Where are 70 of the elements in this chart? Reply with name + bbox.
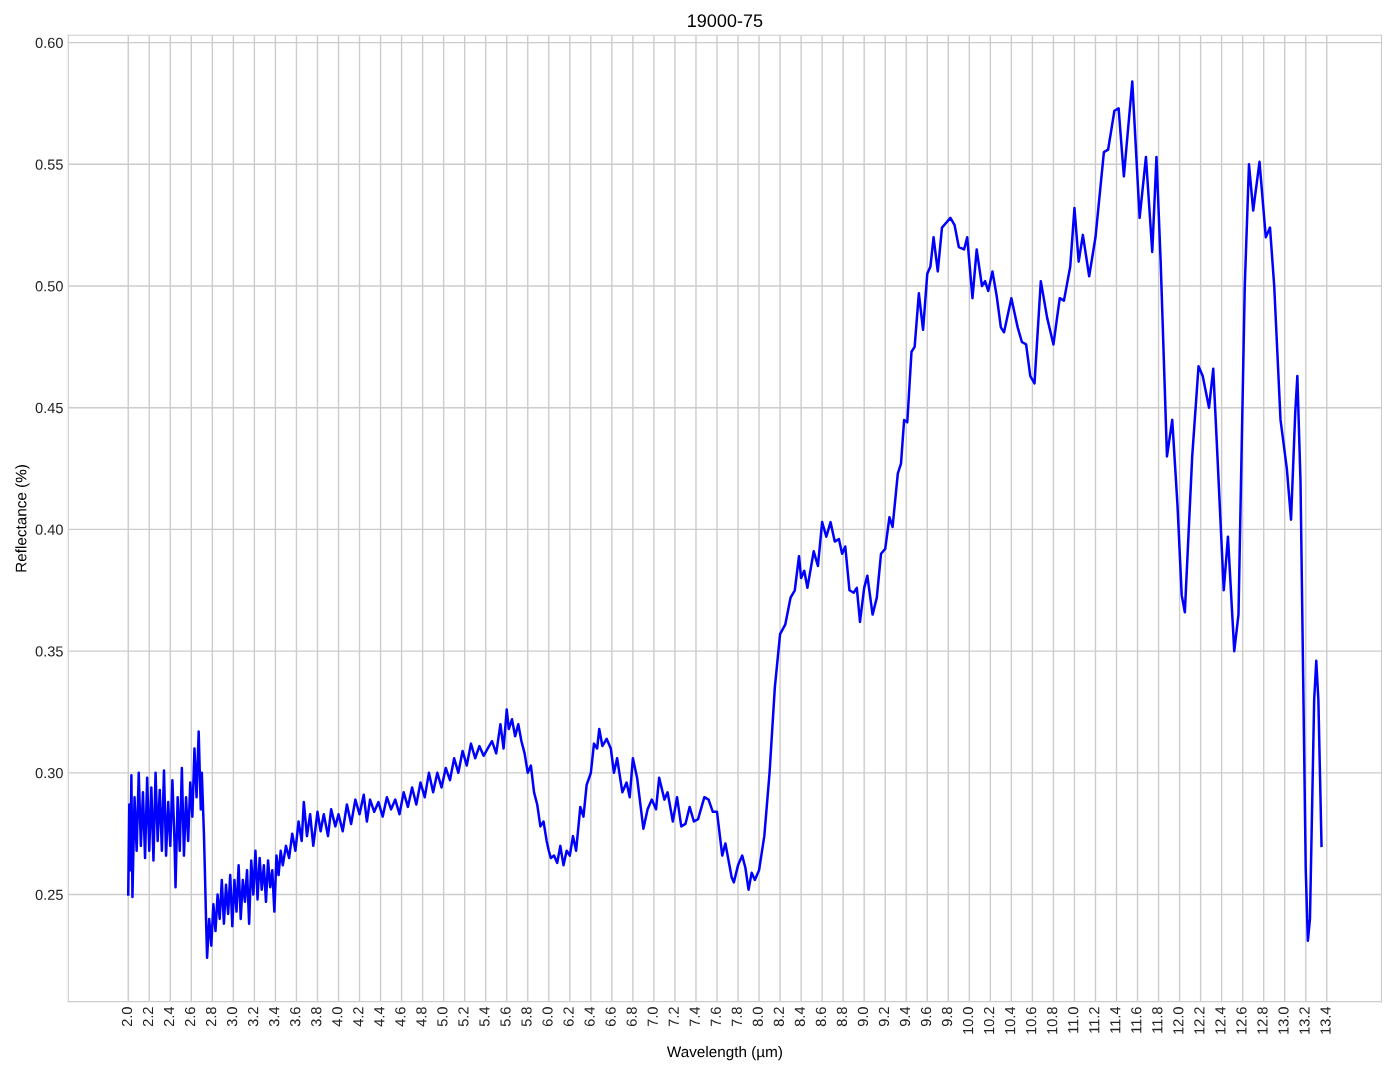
x-tick-label: 3.6 xyxy=(290,1007,301,1027)
x-tick-label: 12.8 xyxy=(1257,1007,1268,1034)
x-tick-label: 9.4 xyxy=(899,1006,911,1027)
y-tick-label: 0.45 xyxy=(35,402,63,414)
chart-title: 19000-75 xyxy=(688,14,763,28)
x-tick-label: 8.0 xyxy=(752,1007,763,1027)
x-tick-label: 10.2 xyxy=(983,1007,995,1034)
x-tick-label: 10.4 xyxy=(1004,1006,1016,1034)
x-tick-label: 4.0 xyxy=(332,1007,343,1027)
y-tick-label: 0.50 xyxy=(35,281,63,292)
x-tick-label: 5.2 xyxy=(458,1007,469,1027)
x-tick-label: 10.0 xyxy=(962,1007,974,1034)
line-series xyxy=(126,80,1323,960)
x-tick-label: 11.6 xyxy=(1131,1007,1142,1033)
x-tick-label: 4.2 xyxy=(353,1007,364,1027)
x-tick-label: 9.0 xyxy=(857,1007,869,1027)
x-tick-label: 6.8 xyxy=(626,1007,637,1027)
x-tick-label: 9.2 xyxy=(878,1007,890,1027)
x-tick-label: 5.6 xyxy=(500,1007,511,1027)
x-tick-label: 6.6 xyxy=(605,1007,616,1027)
x-tick-label: 11.8 xyxy=(1152,1007,1163,1033)
y-tick-label: 0.40 xyxy=(35,524,63,535)
x-tick-label: 8.2 xyxy=(773,1007,784,1027)
x-tick-label: 5.0 xyxy=(437,1007,448,1027)
y-tick-label: 0.30 xyxy=(35,767,63,779)
x-tick-label: 3.8 xyxy=(311,1007,322,1027)
x-tick-label: 7.4 xyxy=(689,1006,700,1027)
x-tick-label: 2.8 xyxy=(205,1007,217,1027)
x-tick-label: 13.4 xyxy=(1320,1006,1331,1034)
x-tick-label: 2.4 xyxy=(163,1006,175,1027)
x-tick-label: 5.4 xyxy=(479,1006,490,1027)
x-tick-label: 12.2 xyxy=(1194,1007,1205,1034)
x-tick-label: 3.2 xyxy=(247,1007,259,1027)
x-tick-label: 3.4 xyxy=(269,1006,280,1027)
y-axis-title: Reflectance (%) xyxy=(15,465,30,572)
x-axis-title: Wavelength (µm) xyxy=(666,1046,782,1061)
x-tick-label: 10.8 xyxy=(1047,1007,1058,1034)
x-tick-label: 13.0 xyxy=(1278,1007,1289,1034)
x-tick-label: 2.0 xyxy=(121,1007,133,1027)
x-tick-label: 8.8 xyxy=(836,1007,848,1027)
x-tick-label: 11.4 xyxy=(1110,1006,1121,1033)
x-tick-label: 6.2 xyxy=(563,1007,574,1027)
x-tick-label: 12.0 xyxy=(1173,1007,1184,1034)
x-tick-label: 7.6 xyxy=(710,1007,721,1027)
x-tick-label: 10.6 xyxy=(1025,1007,1037,1034)
x-tick-label: 8.6 xyxy=(815,1007,827,1027)
x-tick-label: 11.0 xyxy=(1068,1007,1079,1033)
x-tick-label: 4.8 xyxy=(416,1007,427,1027)
x-tick-label: 12.4 xyxy=(1215,1006,1226,1034)
x-tick-label: 9.6 xyxy=(920,1007,932,1027)
x-tick-label: 12.6 xyxy=(1236,1007,1247,1034)
x-tick-label: 7.0 xyxy=(647,1007,658,1027)
y-tick-label: 0.25 xyxy=(35,889,63,900)
x-tick-label: 6.0 xyxy=(542,1007,553,1027)
x-tick-label: 2.6 xyxy=(184,1007,196,1027)
x-tick-label: 2.2 xyxy=(142,1007,154,1027)
x-tick-label: 5.8 xyxy=(521,1007,532,1027)
y-tick-label: 0.60 xyxy=(35,37,63,49)
x-tick-label: 3.0 xyxy=(226,1007,238,1027)
x-tick-label: 11.2 xyxy=(1089,1007,1100,1033)
y-tick-label: 0.35 xyxy=(35,646,63,657)
x-tick-label: 8.4 xyxy=(794,1006,806,1027)
y-tick-label: 0.55 xyxy=(35,159,63,170)
x-tick-label: 9.8 xyxy=(941,1007,953,1027)
x-tick-label: 4.4 xyxy=(374,1006,385,1027)
x-tick-label: 13.2 xyxy=(1299,1007,1310,1034)
x-tick-label: 7.2 xyxy=(668,1007,679,1027)
x-tick-label: 4.6 xyxy=(395,1007,406,1027)
x-tick-label: 7.8 xyxy=(731,1007,742,1027)
x-tick-label: 6.4 xyxy=(584,1006,595,1027)
